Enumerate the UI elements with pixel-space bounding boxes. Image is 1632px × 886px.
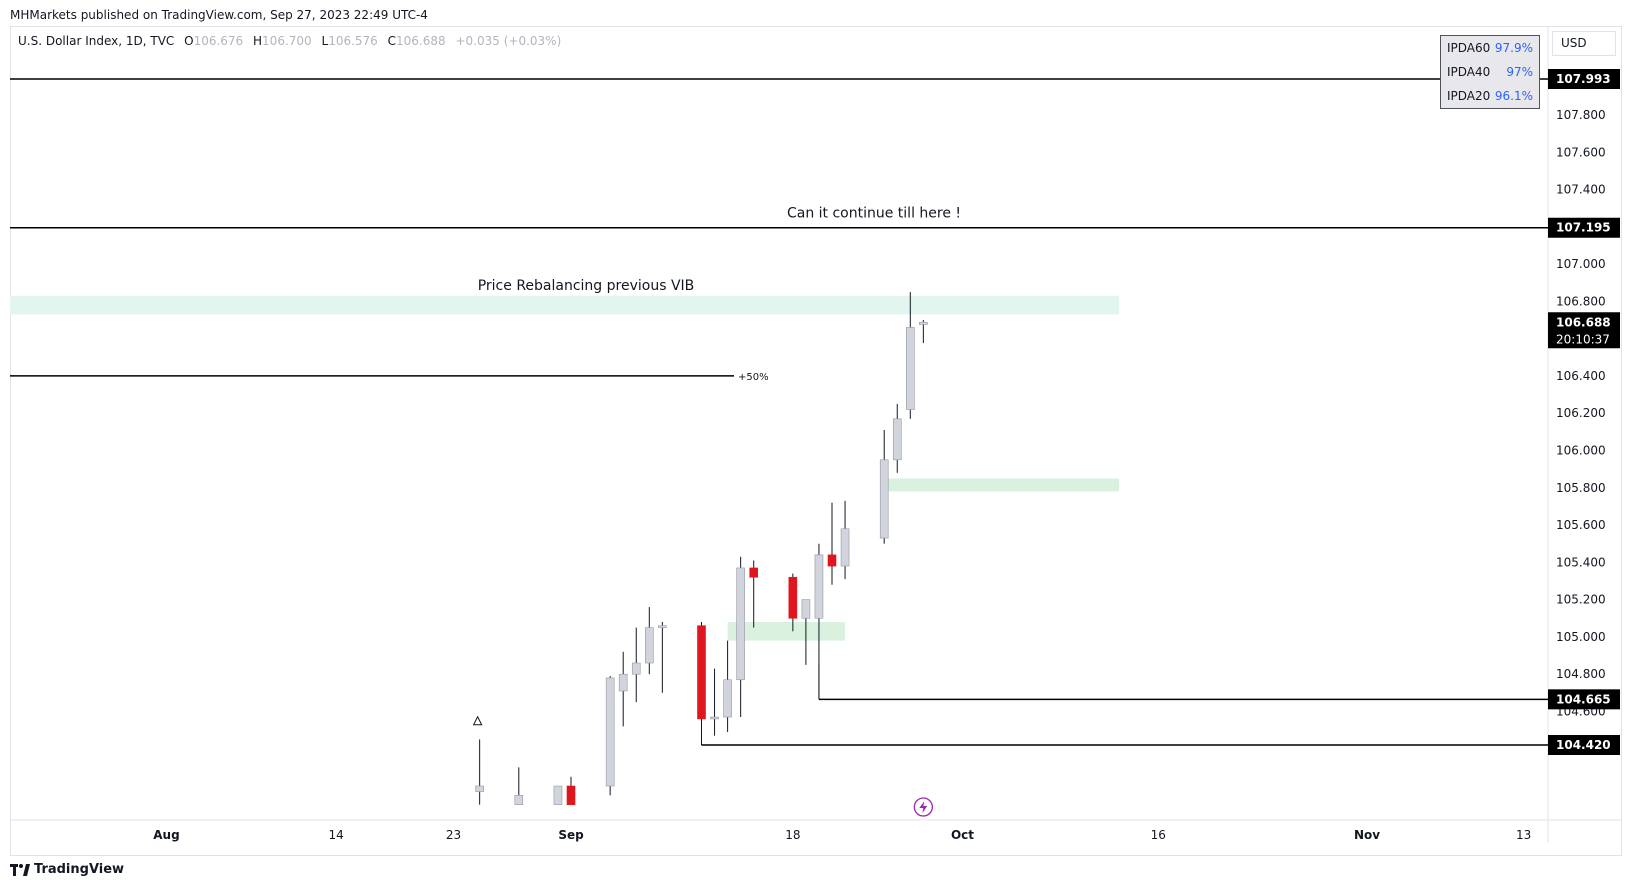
chart-frame	[10, 26, 1622, 856]
level-price-label: 107.195	[1556, 221, 1611, 235]
price-tick-label: 106.000	[1556, 443, 1606, 457]
ipda-value: 97.9%	[1494, 41, 1533, 55]
candle-body	[514, 795, 524, 805]
candle-body	[618, 673, 628, 692]
ipda-label: IPDA40	[1447, 65, 1491, 79]
price-tick-label: 105.600	[1556, 518, 1606, 532]
level-price-tag	[1548, 69, 1620, 89]
candle-body	[788, 576, 798, 619]
level-price-label: 107.993	[1556, 72, 1611, 86]
price-tick-label: 106.200	[1556, 406, 1606, 420]
time-tick-label: 14	[328, 828, 343, 842]
ipda-row: IPDA60 97.9%	[1441, 36, 1539, 60]
candle-body	[644, 627, 654, 664]
level-price-tag	[1548, 735, 1620, 756]
price-tick-label: 105.200	[1556, 593, 1606, 607]
candle-body	[879, 459, 889, 539]
price-tick-label: 107.000	[1556, 257, 1606, 271]
candle-body	[723, 679, 732, 718]
open-value: 106.676	[193, 34, 244, 48]
time-tick-label: Nov	[1354, 828, 1380, 842]
fvg-zone	[10, 295, 1120, 315]
time-tick-label: Oct	[951, 828, 974, 842]
candle-body	[710, 716, 719, 720]
price-tick-label: 107.600	[1556, 145, 1606, 159]
last-price-tag	[1548, 312, 1620, 349]
low-value: 106.576	[328, 34, 378, 48]
last-price-label: 106.688	[1556, 315, 1611, 329]
ipda-label: IPDA60	[1447, 41, 1491, 55]
price-tick-label: 106.800	[1556, 294, 1606, 308]
ipda-value: 96.1%	[1494, 89, 1533, 103]
level-price-tag	[1548, 217, 1620, 238]
candle-body	[801, 599, 811, 619]
midline-label: +50%	[738, 372, 769, 383]
level-price-tag	[1548, 689, 1620, 710]
annotation-target: Can it continue till here !	[787, 206, 961, 222]
candle-body	[919, 321, 928, 325]
fvg-zone	[727, 621, 846, 641]
candle-body	[697, 625, 706, 720]
symbol-title[interactable]: U.S. Dollar Index, 1D, TVC	[18, 34, 175, 48]
time-tick-label: 13	[1516, 828, 1531, 842]
tradingview-branding[interactable]: TradingView	[10, 862, 124, 877]
time-tick-label: Sep	[558, 828, 584, 842]
lightning-bolt-glyph	[919, 801, 928, 813]
candle-body	[566, 785, 576, 805]
candle-body	[905, 327, 915, 410]
price-tick-label: 105.400	[1556, 555, 1606, 569]
close-value: 106.688	[396, 34, 446, 48]
high-key: H	[253, 34, 263, 48]
price-tick-label: 107.800	[1556, 108, 1606, 122]
ipda-table: IPDA60 97.9% IPDA40 97% IPDA20 96.1%	[1440, 35, 1540, 109]
ipda-value: 97%	[1506, 65, 1533, 79]
price-tick-label: 104.800	[1556, 667, 1606, 681]
time-tick-label: 18	[785, 828, 800, 842]
price-tick-label: 106.400	[1556, 369, 1606, 383]
change-value: +0.035 (+0.03%)	[455, 34, 562, 48]
open-key: O	[184, 34, 194, 48]
low-key: L	[321, 34, 329, 48]
candle-body	[736, 567, 745, 681]
candle-body	[749, 567, 759, 578]
publisher-note: MHMarkets published on TradingView.com, …	[10, 8, 428, 22]
fvg-zone	[884, 478, 1120, 492]
candle-body	[827, 554, 837, 567]
price-tick-label: 105.000	[1556, 630, 1606, 644]
candle-body	[814, 554, 824, 619]
symbol-legend: U.S. Dollar Index, 1D, TVC O106.676 H106…	[18, 34, 561, 48]
ipda-row: IPDA20 96.1%	[1441, 84, 1539, 108]
currency-button[interactable]: USD	[1552, 31, 1616, 56]
candle-body	[658, 625, 667, 628]
high-value: 106.700	[262, 34, 312, 48]
time-tick-label: 16	[1151, 828, 1166, 842]
ipda-label: IPDA20	[1447, 89, 1491, 103]
candle-body	[631, 662, 641, 675]
candle-body	[605, 677, 615, 787]
tradingview-logo-icon	[10, 863, 30, 876]
price-tick-label: 107.400	[1556, 183, 1606, 197]
price-tick-label: 105.800	[1556, 481, 1606, 495]
ipda-row: IPDA40 97%	[1441, 60, 1539, 84]
candle-body	[892, 418, 902, 461]
level-price-label: 104.665	[1556, 692, 1611, 706]
branding-text: TradingView	[34, 862, 125, 877]
event-marker-icon	[472, 715, 483, 726]
time-tick-label: Aug	[153, 828, 179, 842]
countdown-label: 20:10:37	[1556, 332, 1610, 346]
candle-body	[553, 785, 563, 805]
candle-body	[475, 785, 484, 792]
candle-body	[840, 528, 850, 567]
close-key: C	[387, 34, 397, 48]
annotation-vib: Price Rebalancing previous VIB	[478, 278, 695, 294]
time-tick-label: 23	[446, 828, 461, 842]
level-price-label: 104.420	[1556, 738, 1611, 752]
